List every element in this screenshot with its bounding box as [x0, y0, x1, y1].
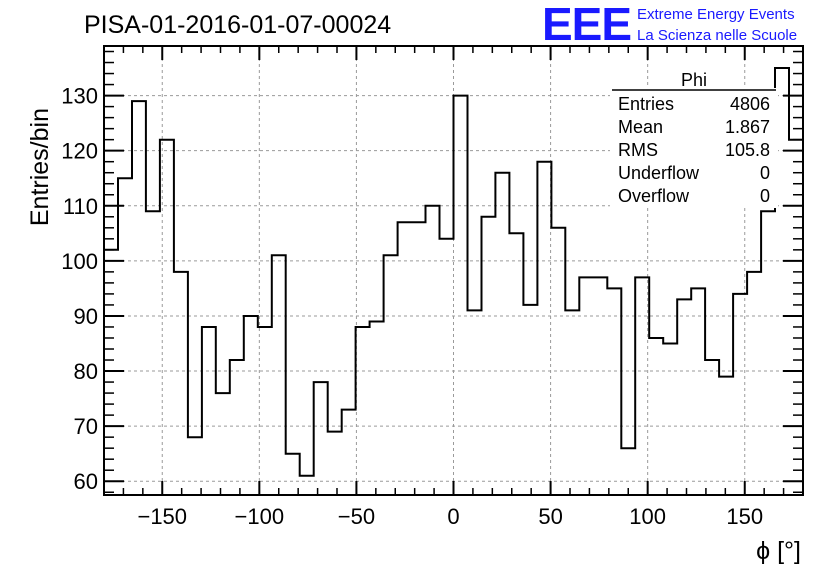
y-tick-label: 60 — [74, 469, 98, 494]
stats-value-overflow: 0 — [760, 186, 770, 206]
stats-value-underflow: 0 — [760, 163, 770, 183]
x-tick-label: 100 — [629, 504, 666, 529]
logo-mark: EEE — [542, 0, 631, 50]
y-tick-label: 80 — [74, 359, 98, 384]
eee-logo: EEE Extreme Energy Events La Scienza nel… — [542, 0, 797, 50]
y-tick-label: 100 — [61, 249, 98, 274]
y-tick-label: 110 — [63, 194, 98, 219]
logo-line-1: Extreme Energy Events — [637, 6, 795, 23]
x-tick-label: −100 — [235, 504, 285, 529]
y-tick-label: 70 — [74, 414, 98, 439]
stats-label-entries: Entries — [618, 94, 674, 114]
stats-label-mean: Mean — [618, 117, 663, 137]
x-axis-label: ϕ [°] — [756, 537, 801, 565]
logo-line-2: La Scienza nelle Scuole — [637, 27, 797, 44]
stats-value-entries: 4806 — [730, 94, 770, 114]
stats-box-background — [610, 88, 778, 208]
stats-box: Phi Entries 4806 Mean 1.867 RMS 105.8 Un… — [610, 70, 778, 208]
x-tick-labels: −150 −100 −50 0 50 100 150 — [137, 504, 763, 529]
stats-value-rms: 105.8 — [725, 140, 770, 160]
x-tick-label: 150 — [726, 504, 763, 529]
axis-ticks — [103, 46, 804, 495]
x-tick-label: 50 — [538, 504, 562, 529]
y-tick-label: 90 — [74, 304, 98, 329]
x-tick-label: −50 — [338, 504, 375, 529]
histogram-line — [104, 67, 803, 477]
stats-title: Phi — [681, 70, 707, 90]
y-tick-labels: 60 70 80 90 100 110 120 130 — [61, 84, 98, 495]
y-axis-label: Entries/bin — [26, 108, 54, 226]
stats-label-rms: RMS — [618, 140, 658, 160]
run-title: PISA-01-2016-01-07-00024 — [84, 11, 391, 39]
y-tick-label: 130 — [61, 84, 98, 109]
x-tick-label: 0 — [447, 504, 459, 529]
x-tick-label: −150 — [137, 504, 187, 529]
stats-value-mean: 1.867 — [725, 117, 770, 137]
stats-label-underflow: Underflow — [618, 163, 700, 183]
y-tick-label: 120 — [61, 139, 98, 164]
stats-label-overflow: Overflow — [618, 186, 690, 206]
